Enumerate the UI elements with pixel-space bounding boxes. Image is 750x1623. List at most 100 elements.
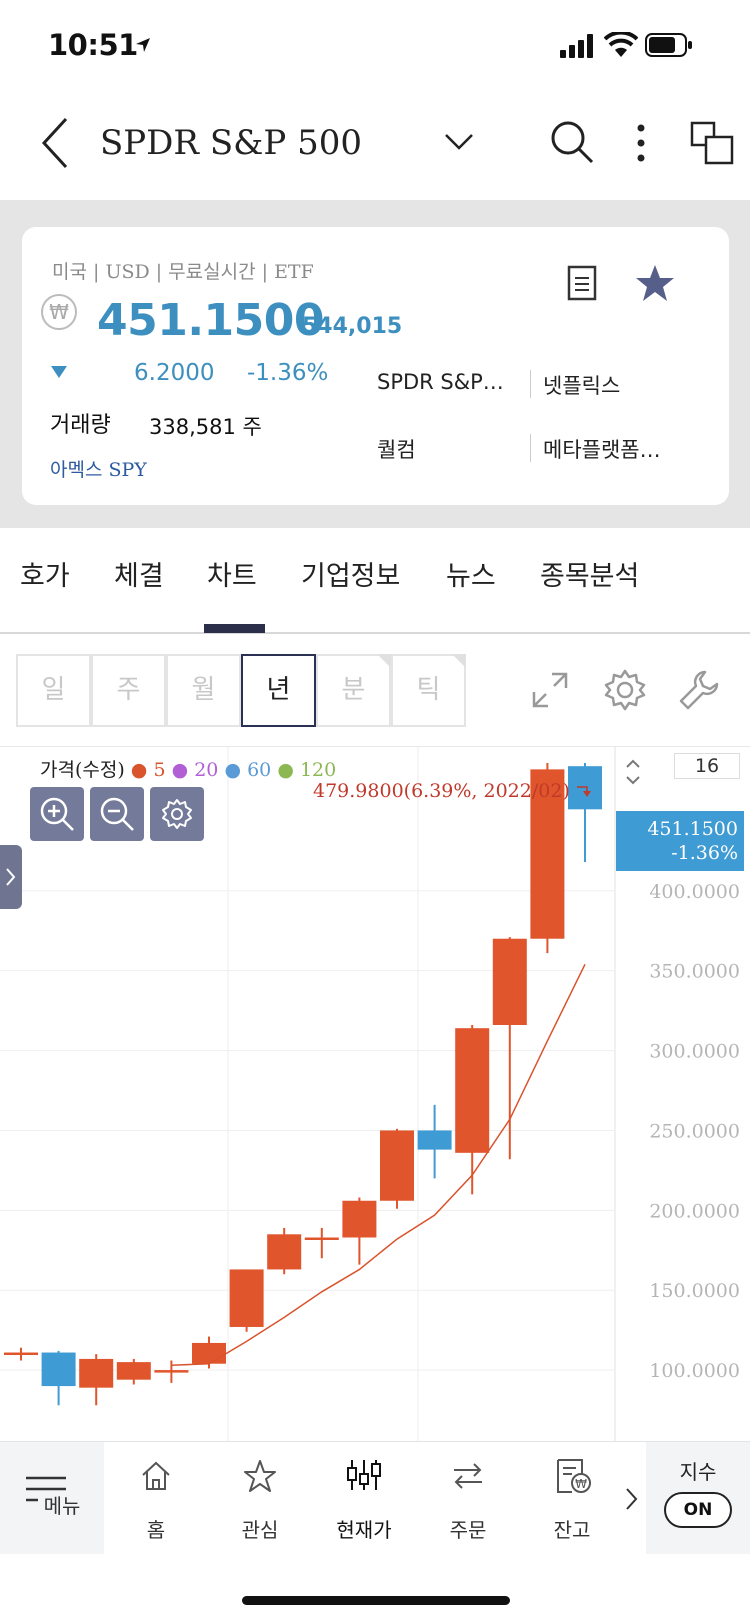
related-stock-2[interactable]: 넷플릭스 [543, 374, 621, 398]
nav-balance-label: 잔고 [553, 1518, 591, 1542]
candle-body [342, 1200, 377, 1238]
max-price-annotation: 479.9800(6.39%, 2022/02) [313, 780, 570, 802]
nav-current-price-label: 현재가 [336, 1518, 392, 1542]
candle-body [192, 1342, 226, 1364]
settings-gear-icon[interactable] [603, 668, 647, 712]
document-icon[interactable] [567, 265, 597, 301]
candles [4, 762, 602, 1406]
y-tick-label: 250.0000 [649, 1120, 740, 1142]
home-indicator [242, 1596, 510, 1605]
tab-chart[interactable]: 차트 [207, 561, 257, 592]
won-currency-icon: ₩ [41, 294, 77, 330]
legend-ma20: ● 20 [171, 759, 219, 781]
candlestick-icon [347, 1460, 381, 1490]
chevron-right-icon [6, 868, 16, 886]
related-stock-4[interactable]: 메타플랫폼… [543, 438, 661, 462]
nav-next-icon[interactable] [624, 1486, 640, 1512]
nav-balance[interactable]: ₩ 잔고 [520, 1442, 624, 1554]
current-price-pct: -1.36% [671, 842, 738, 864]
bottom-navigation: 메뉴 홈 관심 현재가 주문 ₩ 잔고 [0, 1441, 750, 1554]
more-options-icon[interactable] [636, 123, 646, 163]
svg-text:₩: ₩ [575, 1477, 587, 1491]
menu-button[interactable]: 메뉴 [0, 1442, 104, 1554]
tab-orderbook[interactable]: 호가 [20, 561, 70, 592]
nav-home-label: 홈 [146, 1518, 166, 1542]
period-tick[interactable]: 틱 [391, 654, 466, 727]
battery-icon [645, 33, 692, 57]
expand-icon[interactable] [530, 670, 570, 710]
legend-title: 가격(수정) [40, 759, 125, 781]
page-title[interactable]: SPDR S&P 500 [100, 123, 362, 163]
zoom-out-icon [100, 797, 134, 831]
candle-body [79, 1358, 114, 1388]
related-stock-3[interactable]: 퀄컴 [377, 438, 416, 462]
search-icon[interactable] [550, 120, 594, 164]
app-header: SPDR S&P 500 [0, 95, 750, 200]
wrench-icon[interactable] [677, 668, 721, 712]
index-toggle-panel: 지수 ON [646, 1442, 750, 1554]
index-label: 지수 [679, 1460, 717, 1484]
candle-body [267, 1234, 302, 1270]
nav-order-label: 주문 [449, 1518, 487, 1542]
max-marker-arrow [583, 791, 591, 797]
candlestick-chart[interactable]: 400.0000 350.0000 300.0000 250.0000 200.0000… [0, 746, 750, 1442]
index-toggle-button[interactable]: ON [664, 1492, 732, 1528]
period-day[interactable]: 일 [16, 654, 91, 727]
current-price-value: 451.1500 [647, 818, 738, 840]
tab-bar: 호가 체결 차트 기업정보 뉴스 종목분석 [0, 528, 750, 634]
multi-window-icon[interactable] [690, 121, 736, 165]
zoom-in-icon [40, 797, 74, 831]
chart-canvas[interactable]: 400.0000 350.0000 300.0000 250.0000 200.0000… [0, 747, 750, 1442]
nav-order[interactable]: 주문 [416, 1442, 520, 1554]
y-tick-label: 150.0000 [649, 1280, 740, 1302]
volume-value: 338,581 주 [149, 415, 262, 439]
nav-current-price[interactable]: 현재가 [312, 1442, 416, 1554]
y-tick-label: 100.0000 [649, 1360, 740, 1382]
candle-body [455, 1028, 490, 1153]
period-minute[interactable]: 분 [316, 654, 391, 727]
candle-body [380, 1130, 414, 1201]
chart-settings-button[interactable] [150, 787, 204, 841]
nav-home[interactable]: 홈 [104, 1442, 208, 1554]
scroll-updown-icon[interactable] [624, 757, 642, 787]
swap-arrows-icon [454, 1463, 482, 1489]
period-month[interactable]: 월 [166, 654, 241, 727]
period-year[interactable]: 년 [241, 654, 316, 727]
related-stock-1[interactable]: SPDR S&P… [377, 370, 504, 394]
divider [530, 370, 531, 398]
y-tick-label: 200.0000 [649, 1200, 740, 1222]
chart-gear-icon [162, 799, 192, 829]
zoom-out-button[interactable] [90, 787, 144, 841]
y-tick-label: 400.0000 [649, 881, 740, 903]
current-price-label: 451.1500 -1.36% [616, 811, 744, 871]
nav-watchlist[interactable]: 관심 [208, 1442, 312, 1554]
price-change-percent: -1.36% [247, 360, 329, 386]
tab-news[interactable]: 뉴스 [446, 561, 496, 592]
candle-body [116, 1362, 151, 1380]
divider [530, 434, 531, 462]
active-tab-indicator [204, 624, 265, 633]
side-panel-handle[interactable] [0, 845, 22, 909]
visible-count-box[interactable]: 16 [674, 753, 740, 779]
tab-company-info[interactable]: 기업정보 [301, 561, 401, 592]
y-tick-label: 300.0000 [649, 1041, 740, 1063]
y-tick-label: 350.0000 [649, 961, 740, 983]
cellular-signal-icon [560, 34, 593, 58]
tab-trades[interactable]: 체결 [114, 561, 164, 592]
candle-body [417, 1130, 452, 1150]
back-arrow-icon[interactable] [40, 117, 70, 169]
tab-analysis[interactable]: 종목분석 [540, 561, 640, 592]
period-week[interactable]: 주 [91, 654, 166, 727]
status-bar: 10:51 [0, 0, 750, 95]
candle-body [229, 1269, 264, 1327]
chevron-down-icon[interactable] [444, 133, 474, 151]
star-favorite-icon[interactable] [635, 263, 675, 303]
chart-grid [0, 747, 616, 1442]
candle-body [154, 1370, 189, 1373]
period-tick-label: 틱 [416, 675, 441, 705]
nav-watchlist-label: 관심 [241, 1518, 279, 1542]
legend-ma60: ● 60 [224, 759, 272, 781]
wifi-icon [604, 32, 638, 57]
zoom-in-button[interactable] [30, 787, 84, 841]
current-price: 451.1500 [97, 295, 325, 346]
